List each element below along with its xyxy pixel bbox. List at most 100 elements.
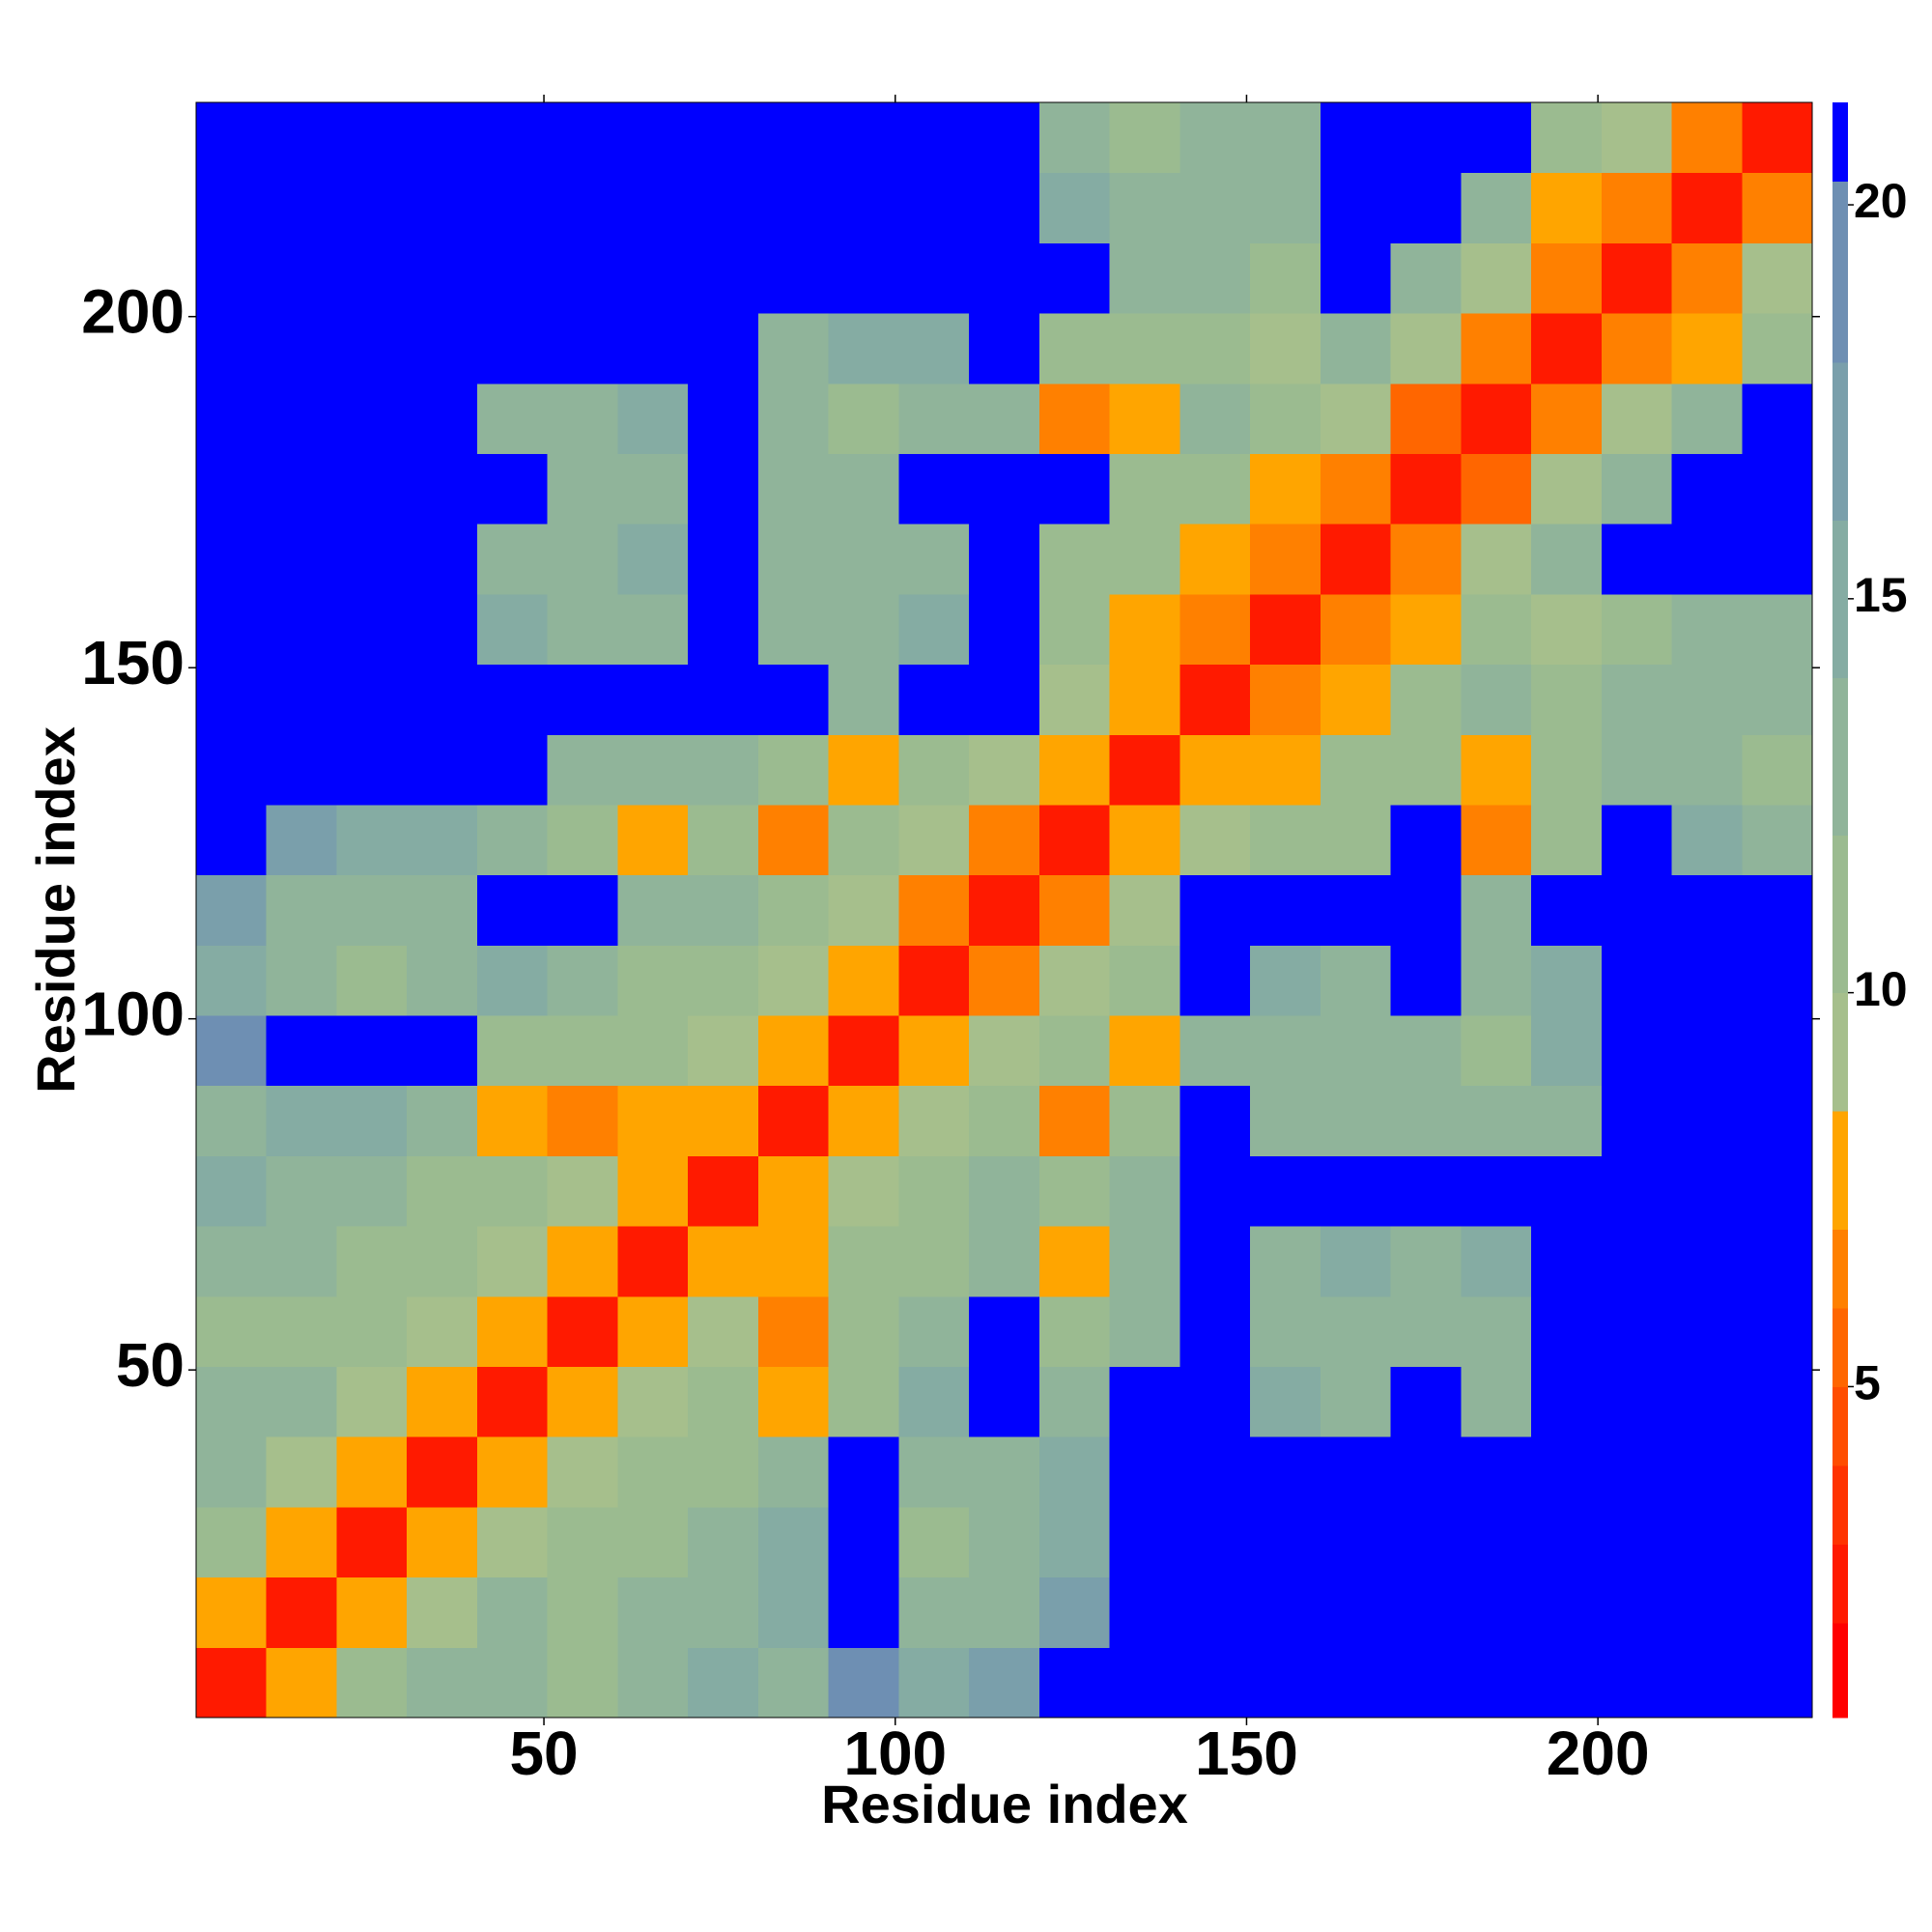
heatmap-cell: [617, 1015, 689, 1087]
heatmap-cell: [1179, 1085, 1251, 1156]
heatmap-cell: [1742, 1577, 1813, 1648]
heatmap-cell: [757, 453, 830, 525]
heatmap-cell: [196, 1015, 268, 1087]
heatmap-cell: [407, 593, 478, 666]
heatmap-cell: [407, 664, 478, 735]
heatmap-cell: [1601, 593, 1673, 666]
heatmap-cell: [1179, 1506, 1251, 1578]
heatmap-cell: [1671, 1366, 1743, 1437]
heatmap-cell: [1038, 383, 1111, 454]
heatmap-cell: [1390, 313, 1462, 384]
heatmap-cell: [1109, 734, 1180, 806]
x-tick-label: 150: [1195, 1719, 1298, 1788]
heatmap-cell: [547, 453, 618, 525]
heatmap-cell: [617, 1506, 689, 1578]
heatmap-cell: [757, 1366, 830, 1437]
heatmap-cell: [617, 664, 689, 735]
heatmap-cell: [1320, 172, 1392, 243]
heatmap-cell: [1601, 102, 1673, 174]
heatmap-cell: [1531, 172, 1603, 243]
heatmap-cell: [547, 734, 618, 806]
heatmap-cell: [1601, 453, 1673, 525]
heatmap-cell: [1179, 313, 1251, 384]
heatmap-cell: [1390, 1085, 1462, 1156]
heatmap-cell: [757, 524, 830, 595]
heatmap-cell: [1461, 804, 1532, 876]
heatmap-cell: [688, 102, 759, 174]
heatmap-cell: [828, 804, 899, 876]
heatmap-cell: [476, 593, 549, 666]
heatmap-cell: [476, 734, 549, 806]
heatmap-cell: [1390, 453, 1462, 525]
heatmap-cell: [688, 1436, 759, 1508]
colorbar-segment: [1833, 1110, 1848, 1230]
heatmap-cell: [476, 1015, 549, 1087]
heatmap-cell: [1671, 1085, 1743, 1156]
heatmap-cell: [1179, 804, 1251, 876]
heatmap-cell: [1109, 524, 1180, 595]
heatmap-cell: [969, 1155, 1040, 1227]
heatmap-cell: [1320, 524, 1392, 595]
heatmap-cell: [1531, 524, 1603, 595]
heatmap-cell: [1390, 1226, 1462, 1297]
colorbar-tick-label: 15: [1854, 568, 1908, 622]
heatmap-cell: [1461, 102, 1532, 174]
heatmap-cell: [1038, 804, 1111, 876]
heatmap-cell: [1461, 1155, 1532, 1227]
heatmap-cell: [476, 1577, 549, 1648]
heatmap-cell: [547, 313, 618, 384]
heatmap-cell: [1601, 242, 1673, 314]
heatmap-cell: [1250, 453, 1321, 525]
heatmap-cell: [1531, 453, 1603, 525]
heatmap-cell: [336, 1577, 408, 1648]
x-tick-label: 200: [1547, 1719, 1650, 1788]
heatmap-cell: [1038, 1577, 1111, 1648]
heatmap-cell: [1250, 664, 1321, 735]
heatmap-cell: [1671, 1436, 1743, 1508]
heatmap-cell: [757, 1647, 830, 1719]
heatmap-cell: [1179, 172, 1251, 243]
heatmap-cell: [1742, 945, 1813, 1016]
heatmap-cell: [969, 242, 1040, 314]
heatmap-cell: [1671, 734, 1743, 806]
heatmap-cell: [828, 734, 899, 806]
heatmap-cell: [1179, 453, 1251, 525]
heatmap-cell: [1601, 664, 1673, 735]
heatmap-cell: [336, 1366, 408, 1437]
heatmap-cell: [898, 874, 970, 946]
heatmap-cell: [1390, 1436, 1462, 1508]
heatmap-cell: [898, 1085, 970, 1156]
heatmap-cell: [1179, 1366, 1251, 1437]
heatmap-cell: [828, 1155, 899, 1227]
colorbar-tick-label: 10: [1854, 962, 1908, 1016]
heatmap-cell: [617, 1366, 689, 1437]
heatmap-cell: [1742, 1506, 1813, 1578]
heatmap-cell: [196, 734, 268, 806]
heatmap-cell: [1531, 1015, 1603, 1087]
heatmap-cell: [898, 102, 970, 174]
heatmap-cell: [336, 874, 408, 946]
heatmap-cell: [1320, 734, 1392, 806]
heatmap-cell: [757, 1226, 830, 1297]
heatmap-cell: [1601, 313, 1673, 384]
heatmap-cell: [1109, 1015, 1180, 1087]
heatmap-cell: [547, 1085, 618, 1156]
heatmap-cell: [688, 1226, 759, 1297]
heatmap-cell: [1179, 102, 1251, 174]
heatmap-cell: [1601, 734, 1673, 806]
heatmap-cell: [196, 1085, 268, 1156]
heatmap-cell: [196, 242, 268, 314]
heatmap-cell: [688, 383, 759, 454]
heatmap-cell: [688, 453, 759, 525]
heatmap-cell: [1320, 313, 1392, 384]
heatmap-cell: [476, 1366, 549, 1437]
heatmap-cell: [1320, 102, 1392, 174]
heatmap-cell: [1320, 804, 1392, 876]
heatmap-cell: [336, 102, 408, 174]
heatmap-cell: [196, 804, 268, 876]
heatmap-cell: [757, 593, 830, 666]
heatmap-cell: [1390, 593, 1462, 666]
colorbar-segment: [1833, 520, 1848, 678]
heatmap-cell: [1671, 313, 1743, 384]
heatmap-cell: [969, 313, 1040, 384]
